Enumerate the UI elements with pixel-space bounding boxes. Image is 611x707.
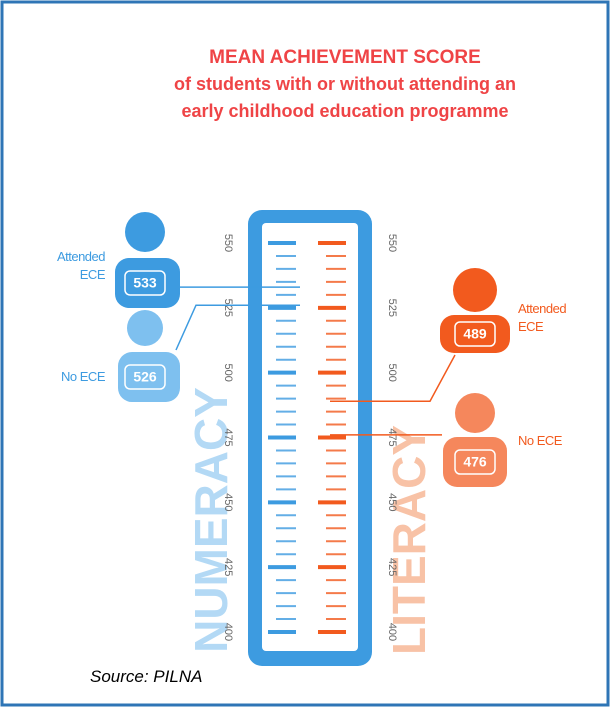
person-body: [440, 315, 510, 353]
value-label: 526: [133, 369, 157, 385]
value-label: 476: [463, 454, 487, 470]
value-label: 489: [463, 326, 487, 342]
source: Source: PILNA: [90, 667, 203, 686]
value-box: [454, 321, 496, 347]
chart-title: MEAN ACHIEVEMENT SCORE: [209, 47, 481, 68]
person-head: [125, 212, 165, 252]
y-tick-label: 500: [386, 363, 398, 381]
y-tick-label: 550: [386, 234, 398, 252]
y-tick-label: 550: [222, 234, 234, 252]
y-tick-label: 475: [222, 428, 234, 446]
y-tick-label: 475: [386, 428, 398, 446]
value-box: [124, 364, 166, 390]
person-head: [455, 393, 495, 433]
y-tick-label: 425: [386, 558, 398, 576]
y-tick-label: 400: [222, 623, 234, 641]
ruler-face: [262, 223, 358, 651]
leader-line: [330, 354, 456, 402]
chart-title: early childhood education programme: [181, 101, 508, 121]
category-label: No ECE: [61, 369, 105, 384]
value-box: [454, 449, 496, 475]
y-tick-label: 400: [386, 623, 398, 641]
value-label: 533: [133, 275, 157, 291]
chart-title: of students with or without attending an: [174, 74, 516, 94]
y-tick-label: 425: [222, 558, 234, 576]
y-tick-label: 525: [222, 299, 234, 317]
category-label: Attended ECE: [518, 301, 567, 334]
y-tick-label: 525: [386, 299, 398, 317]
y-tick-label: 500: [222, 363, 234, 381]
y-tick-label: 450: [222, 493, 234, 511]
value-box: [124, 270, 166, 296]
person-head: [453, 268, 497, 312]
leader-line: [175, 304, 300, 351]
series-label: LITERACY: [383, 425, 435, 655]
category-label: Attended ECE: [56, 249, 106, 282]
y-tick-label: 450: [386, 493, 398, 511]
category-label: No ECE: [518, 433, 562, 448]
series-label: NUMERACY: [185, 387, 237, 653]
person-head: [127, 310, 163, 346]
